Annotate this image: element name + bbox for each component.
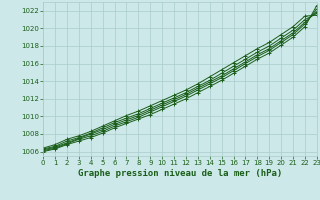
X-axis label: Graphe pression niveau de la mer (hPa): Graphe pression niveau de la mer (hPa) (78, 169, 282, 178)
